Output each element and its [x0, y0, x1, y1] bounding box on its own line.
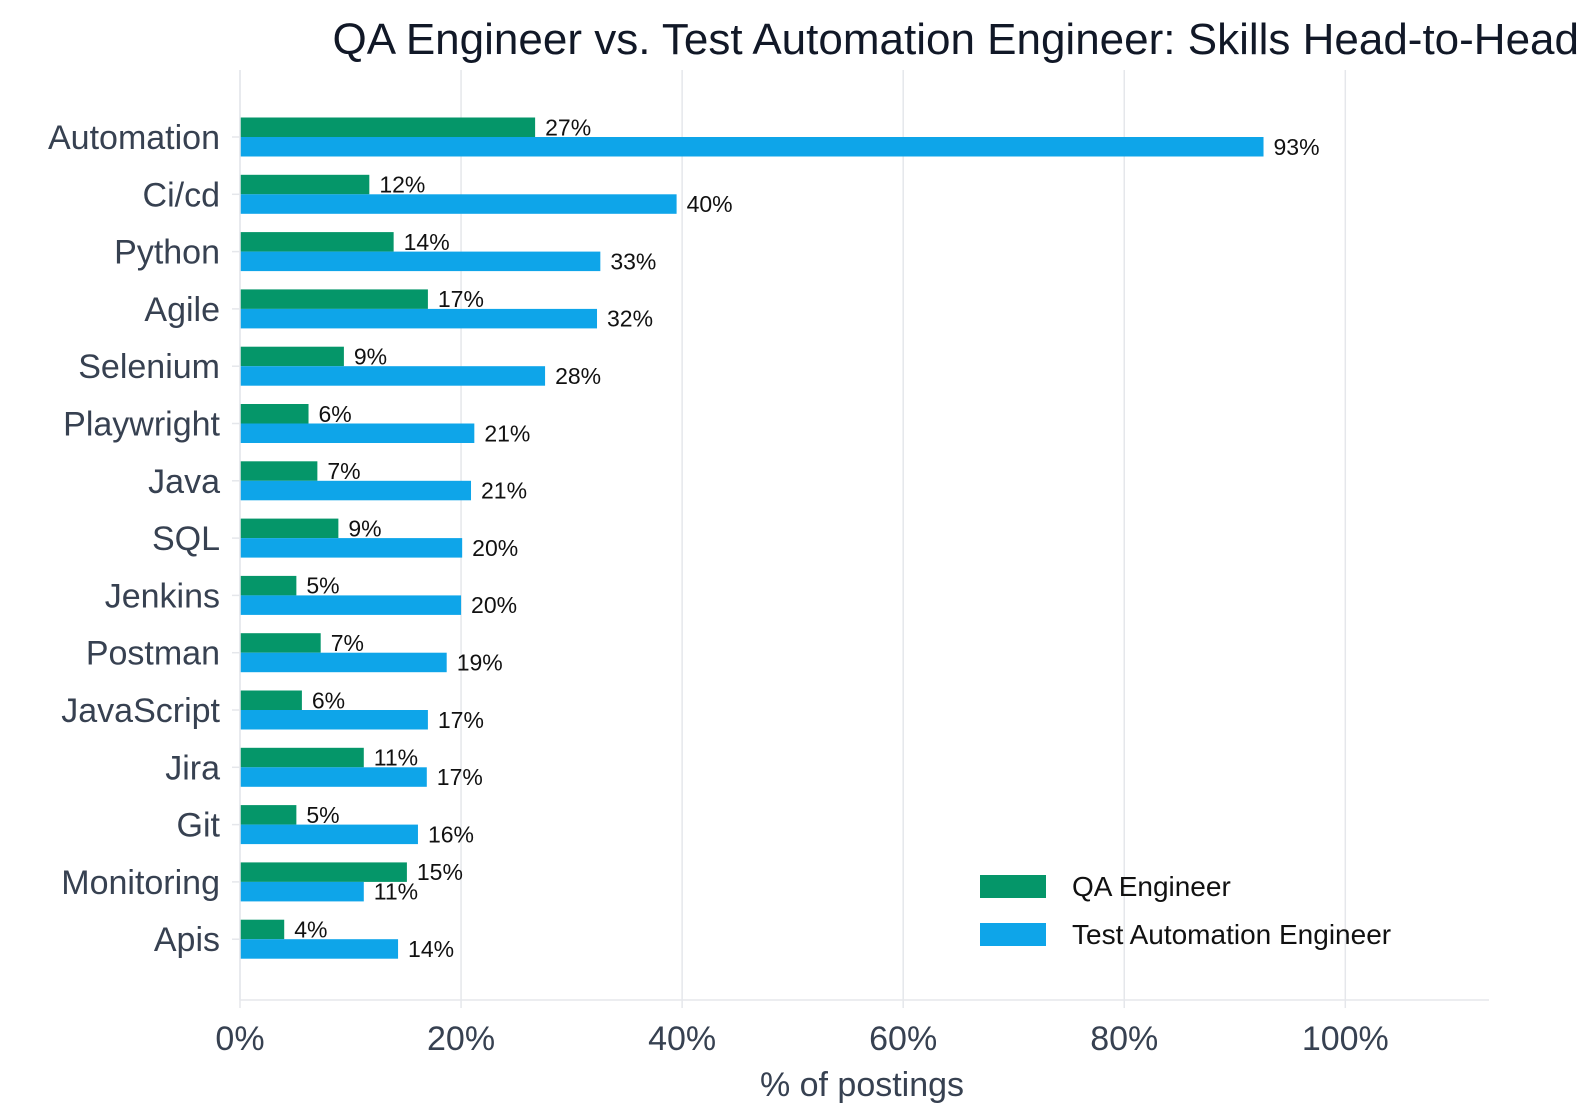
bar-value-label: 19%	[457, 649, 503, 675]
y-tick-label: Automation	[48, 119, 220, 157]
x-tick-label: 80%	[1090, 1020, 1158, 1058]
test-automation-engineer-bar	[240, 137, 1264, 157]
data-labels: 27% 93% 12% 40% 14% 33% 17% 32% 9% 28% 6% 21% 7% 21% 9…	[294, 114, 1319, 962]
legend-label: Test Automation Engineer	[1072, 919, 1391, 950]
bar-value-label: 21%	[484, 420, 530, 446]
y-tick-label: Ci/cd	[143, 176, 220, 214]
bar-value-label: 4%	[294, 916, 327, 942]
bar-value-label: 14%	[408, 936, 454, 962]
qa-engineer-bar	[240, 174, 370, 195]
chart-title: QA Engineer vs. Test Automation Engineer…	[332, 15, 1579, 64]
bar-value-label: 17%	[438, 286, 484, 312]
test-automation-engineer-bar	[240, 652, 447, 673]
qa-engineer-bar	[240, 805, 297, 825]
y-tick-label: Postman	[86, 635, 220, 673]
x-tick-label: 40%	[648, 1020, 716, 1058]
y-tick-label: Monitoring	[61, 864, 220, 902]
bar-value-label: 6%	[312, 687, 345, 713]
legend-swatch	[980, 875, 1046, 898]
legend-label: QA Engineer	[1072, 871, 1231, 902]
bar-value-label: 17%	[438, 707, 484, 733]
bars	[240, 117, 1264, 959]
x-axis-label: % of postings	[760, 1066, 964, 1104]
test-automation-engineer-bar	[240, 480, 472, 501]
x-tick-label: 60%	[869, 1020, 937, 1058]
bar-value-label: 14%	[404, 229, 450, 255]
test-automation-engineer-bar	[240, 251, 601, 272]
y-tick-label: Java	[148, 463, 220, 501]
qa-engineer-bar	[240, 862, 407, 882]
bar-value-label: 20%	[472, 535, 518, 561]
test-automation-engineer-bar	[240, 710, 428, 730]
bar-value-label: 11%	[374, 879, 418, 905]
bar-value-label: 12%	[379, 172, 425, 198]
y-tick-label: Git	[177, 807, 221, 845]
bar-value-label: 6%	[319, 401, 352, 427]
y-tick-label: JavaScript	[61, 692, 220, 730]
bar-value-label: 93%	[1274, 134, 1320, 160]
bar-value-label: 9%	[354, 343, 387, 369]
x-tick-label: 20%	[427, 1020, 495, 1058]
qa-engineer-bar	[240, 919, 285, 940]
qa-engineer-bar	[240, 117, 536, 137]
qa-engineer-bar	[240, 575, 297, 596]
y-tick-label: Agile	[144, 291, 220, 329]
qa-engineer-bar	[240, 289, 428, 309]
y-axis: Automation Ci/cd Python Agile Selenium Playwr…	[48, 119, 240, 959]
legend: QA Engineer Test Automation Engineer	[980, 871, 1391, 950]
y-tick-label: Jenkins	[105, 577, 220, 615]
legend-swatch	[980, 923, 1046, 946]
test-automation-engineer-bar	[240, 423, 475, 443]
bar-value-label: 7%	[327, 458, 360, 484]
y-tick-label: Apis	[154, 921, 220, 959]
test-automation-engineer-bar	[240, 194, 677, 214]
test-automation-engineer-bar	[240, 308, 598, 329]
qa-engineer-bar	[240, 518, 339, 539]
bar-value-label: 5%	[306, 573, 339, 599]
bar-value-label: 28%	[555, 363, 601, 389]
bar-value-label: 11%	[374, 745, 418, 771]
qa-engineer-bar	[240, 461, 318, 481]
bar-value-label: 9%	[348, 515, 381, 541]
x-tick-label: 100%	[1302, 1020, 1389, 1058]
bar-value-label: 33%	[610, 248, 656, 274]
x-axis: 0% 20% 40% 60% 80% 100%	[215, 70, 1489, 1058]
bar-value-label: 15%	[417, 859, 463, 885]
x-tick-label: 0%	[215, 1020, 264, 1058]
y-tick-label: Selenium	[78, 348, 220, 386]
bar-value-label: 5%	[306, 802, 339, 828]
y-tick-label: Playwright	[63, 406, 220, 444]
qa-engineer-bar	[240, 690, 302, 710]
y-tick-label: SQL	[152, 520, 220, 558]
test-automation-engineer-bar	[240, 595, 462, 615]
bar-value-label: 17%	[437, 764, 483, 790]
qa-engineer-bar	[240, 404, 309, 424]
qa-engineer-bar	[240, 346, 344, 367]
qa-engineer-bar	[240, 747, 364, 768]
bar-value-label: 27%	[545, 114, 591, 140]
bar-value-label: 32%	[607, 306, 653, 332]
bar-value-label: 20%	[471, 592, 517, 618]
test-automation-engineer-bar	[240, 881, 364, 902]
bar-value-label: 16%	[428, 821, 474, 847]
y-tick-label: Python	[114, 234, 220, 272]
qa-engineer-bar	[240, 232, 394, 252]
test-automation-engineer-bar	[240, 939, 399, 959]
qa-engineer-bar	[240, 633, 321, 653]
y-tick-label: Jira	[165, 749, 220, 787]
test-automation-engineer-bar	[240, 366, 546, 386]
bar-value-label: 7%	[331, 630, 364, 656]
test-automation-engineer-bar	[240, 824, 418, 845]
bar-value-label: 40%	[687, 191, 733, 217]
test-automation-engineer-bar	[240, 767, 427, 787]
bar-value-label: 21%	[481, 478, 527, 504]
test-automation-engineer-bar	[240, 538, 463, 558]
